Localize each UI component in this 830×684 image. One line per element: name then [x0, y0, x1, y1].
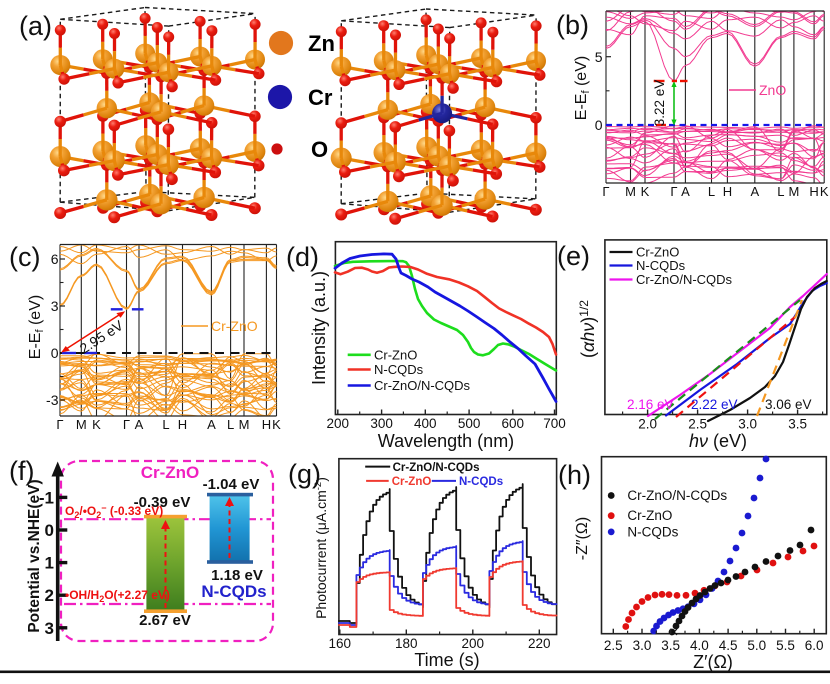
- svg-text:160: 160: [329, 636, 352, 651]
- svg-text:Cr-ZnO/N-CQDs: Cr-ZnO/N-CQDs: [636, 272, 733, 287]
- svg-text:3.0: 3.0: [633, 638, 652, 653]
- svg-text:N-CQDs: N-CQDs: [627, 524, 678, 539]
- svg-text:Intensity (a.u.): Intensity (a.u.): [309, 271, 329, 385]
- svg-text:N-CQDs: N-CQDs: [201, 582, 266, 601]
- svg-text:ZnO: ZnO: [759, 82, 786, 98]
- svg-text:700: 700: [543, 416, 566, 431]
- svg-text:-Z″(Ω): -Z″(Ω): [574, 517, 591, 560]
- svg-text:-0.39 eV: -0.39 eV: [134, 494, 191, 511]
- svg-text:4.0: 4.0: [690, 638, 709, 653]
- svg-text:L: L: [708, 184, 715, 199]
- svg-text:L: L: [777, 184, 784, 199]
- svg-text:A: A: [207, 417, 216, 432]
- svg-text:500: 500: [458, 416, 481, 431]
- svg-text:M: M: [625, 184, 636, 199]
- svg-text:Cr-ZnO: Cr-ZnO: [141, 463, 200, 482]
- svg-text:(d): (d): [286, 242, 319, 272]
- svg-text:3.06 eV: 3.06 eV: [765, 397, 812, 412]
- svg-text:K: K: [272, 417, 281, 432]
- svg-text:A: A: [750, 184, 759, 199]
- svg-text:2.5: 2.5: [688, 417, 707, 432]
- svg-text:K: K: [820, 184, 829, 199]
- svg-text:5.5: 5.5: [776, 638, 795, 653]
- svg-text:Potential vs.NHE(eV): Potential vs.NHE(eV): [26, 479, 43, 632]
- svg-text:H: H: [178, 417, 187, 432]
- svg-text:2.5: 2.5: [604, 638, 623, 653]
- svg-text:N-CQDs: N-CQDs: [459, 476, 503, 488]
- svg-text:Cr-ZnO: Cr-ZnO: [374, 347, 417, 362]
- svg-text:Γ: Γ: [602, 184, 609, 199]
- svg-text:6: 6: [51, 251, 59, 267]
- svg-text:N-CQDs: N-CQDs: [374, 362, 424, 377]
- svg-text:(c): (c): [9, 242, 40, 272]
- svg-text:3.5: 3.5: [661, 638, 680, 653]
- svg-text:M: M: [788, 184, 799, 199]
- svg-text:L: L: [227, 417, 234, 432]
- svg-text:2: 2: [45, 586, 54, 605]
- svg-text:0: 0: [45, 521, 54, 540]
- svg-text:Γ: Γ: [56, 417, 63, 432]
- svg-text:H: H: [809, 184, 818, 199]
- svg-text:0: 0: [595, 117, 603, 133]
- svg-text:N-CQDs: N-CQDs: [636, 258, 686, 273]
- svg-text:2.16 eV: 2.16 eV: [627, 397, 674, 412]
- svg-text:200: 200: [462, 636, 485, 651]
- svg-text:H: H: [262, 417, 271, 432]
- svg-text:H: H: [723, 184, 732, 199]
- svg-text:6.0: 6.0: [805, 638, 824, 653]
- svg-text:3: 3: [45, 619, 54, 638]
- svg-text:Γ: Γ: [123, 417, 130, 432]
- svg-text:Cr-ZnO/N-CQDs: Cr-ZnO/N-CQDs: [374, 378, 471, 393]
- svg-text:(e): (e): [557, 241, 590, 271]
- svg-text:3.22 eV: 3.22 eV: [652, 80, 667, 127]
- svg-text:M: M: [76, 417, 87, 432]
- svg-text:180: 180: [395, 636, 418, 651]
- svg-text:L: L: [162, 417, 169, 432]
- svg-text:Cr-ZnO: Cr-ZnO: [627, 508, 672, 523]
- svg-text:2.67 eV: 2.67 eV: [139, 612, 191, 629]
- svg-text:4.5: 4.5: [719, 638, 738, 653]
- svg-text:Photocurrent (μA.cm-2): Photocurrent (μA.cm-2): [313, 477, 329, 619]
- svg-text:A: A: [135, 417, 144, 432]
- svg-text:-1.04 eV: -1.04 eV: [203, 476, 260, 493]
- svg-text:300: 300: [370, 416, 393, 431]
- svg-text:E-Ef (eV): E-Ef (eV): [27, 295, 46, 359]
- svg-text:3.5: 3.5: [788, 417, 807, 432]
- svg-text:-3: -3: [46, 392, 59, 408]
- svg-text:(h): (h): [558, 460, 591, 490]
- svg-text:•OH/H2O(+2.27 eV): •OH/H2O(+2.27 eV): [65, 588, 170, 604]
- svg-text:Cr-ZnO/N-CQDs: Cr-ZnO/N-CQDs: [627, 488, 727, 503]
- svg-text:600: 600: [502, 416, 525, 431]
- svg-text:M: M: [239, 417, 250, 432]
- svg-text:K: K: [92, 417, 101, 432]
- svg-text:5: 5: [595, 49, 603, 65]
- svg-text:Wavelength (nm): Wavelength (nm): [378, 431, 514, 451]
- svg-text:A: A: [681, 184, 690, 199]
- svg-text:0: 0: [51, 345, 59, 361]
- svg-text:1: 1: [45, 554, 54, 573]
- svg-text:Zn: Zn: [308, 31, 335, 56]
- svg-text:(αhν)1/2: (αhν)1/2: [577, 300, 598, 358]
- svg-text:(a): (a): [19, 11, 52, 41]
- svg-text:E-Ef (eV): E-Ef (eV): [573, 56, 592, 120]
- svg-text:Cr: Cr: [308, 85, 333, 110]
- svg-text:400: 400: [414, 416, 437, 431]
- svg-text:O: O: [311, 137, 328, 162]
- svg-text:220: 220: [528, 636, 551, 651]
- svg-text:3.0: 3.0: [738, 417, 757, 432]
- svg-text:2.0: 2.0: [638, 417, 657, 432]
- svg-text:Γ: Γ: [670, 184, 677, 199]
- svg-text:Cr-ZnO: Cr-ZnO: [392, 476, 432, 488]
- svg-text:K: K: [641, 184, 650, 199]
- svg-text:Cr-ZnO: Cr-ZnO: [211, 318, 258, 334]
- svg-text:2.22 eV: 2.22 eV: [691, 397, 738, 412]
- svg-text:3: 3: [51, 298, 59, 314]
- svg-text:(b): (b): [556, 10, 589, 40]
- svg-text:Z′(Ω): Z′(Ω): [693, 652, 733, 672]
- svg-text:5.0: 5.0: [747, 638, 766, 653]
- svg-text:Cr-ZnO/N-CQDs: Cr-ZnO/N-CQDs: [393, 462, 480, 474]
- svg-text:hν (eV): hν (eV): [689, 431, 747, 451]
- svg-text:Time (s): Time (s): [414, 650, 479, 670]
- svg-text:200: 200: [327, 416, 350, 431]
